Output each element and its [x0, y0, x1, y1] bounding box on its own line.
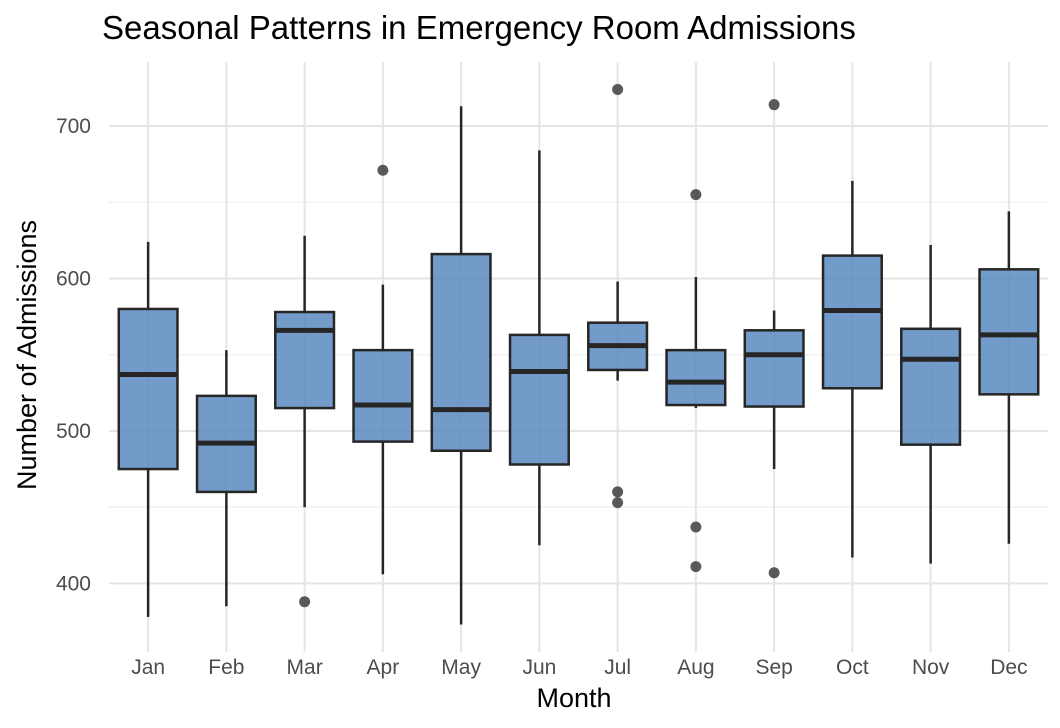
box-aug — [665, 189, 727, 573]
box-layer — [117, 83, 1040, 625]
iqr-box — [352, 348, 414, 443]
box-jan — [117, 241, 179, 617]
outlier-point — [612, 486, 624, 498]
box-sep — [743, 99, 805, 579]
outlier-point — [768, 567, 780, 579]
x-tick-label: Oct — [836, 656, 869, 679]
y-tick-label: 500 — [56, 420, 91, 443]
outlier-point — [690, 561, 702, 573]
box-jul — [587, 83, 649, 509]
box-dec — [978, 211, 1040, 544]
x-tick-label: Jan — [131, 656, 165, 679]
y-tick-label: 600 — [56, 267, 91, 290]
iqr-box — [274, 310, 336, 410]
x-tick-label: May — [441, 656, 481, 679]
outlier-point — [377, 164, 389, 176]
iqr-box — [821, 254, 883, 390]
x-tick-label: Nov — [912, 656, 950, 679]
outlier-point — [690, 189, 702, 201]
chart-title: Seasonal Patterns in Emergency Room Admi… — [102, 9, 856, 46]
outlier-point — [299, 596, 311, 608]
outlier-point — [612, 83, 624, 95]
iqr-box — [743, 329, 805, 408]
x-tick-label: Jun — [522, 656, 556, 679]
iqr-box — [117, 307, 179, 471]
outlier-point — [690, 521, 702, 533]
box-may — [430, 106, 492, 625]
y-axis-title: Number of Admissions — [12, 220, 42, 490]
iqr-box — [900, 327, 962, 446]
x-axis-title: Month — [536, 683, 611, 713]
label-layer: 400 500 600 700 Jan Feb Mar Apr May Jun Jul Aug Sep O… — [56, 115, 1028, 679]
outlier-point — [768, 99, 780, 111]
outlier-point — [612, 497, 624, 509]
x-tick-label: Sep — [755, 656, 792, 679]
box-oct — [821, 180, 883, 558]
box-mar — [274, 235, 336, 608]
x-tick-label: Feb — [208, 656, 244, 679]
x-tick-label: Jul — [604, 656, 631, 679]
iqr-box — [430, 252, 492, 453]
x-tick-label: Aug — [677, 656, 714, 679]
y-tick-label: 700 — [56, 115, 91, 138]
box-feb — [195, 350, 257, 607]
y-tick-label: 400 — [56, 572, 91, 595]
box-apr — [352, 164, 414, 575]
box-nov — [900, 244, 962, 564]
box-jun — [508, 150, 570, 546]
iqr-box — [665, 348, 727, 407]
iqr-box — [508, 333, 570, 466]
x-tick-label: Dec — [990, 656, 1027, 679]
iqr-box — [978, 268, 1040, 396]
x-tick-label: Mar — [287, 656, 323, 679]
x-tick-label: Apr — [367, 656, 400, 679]
